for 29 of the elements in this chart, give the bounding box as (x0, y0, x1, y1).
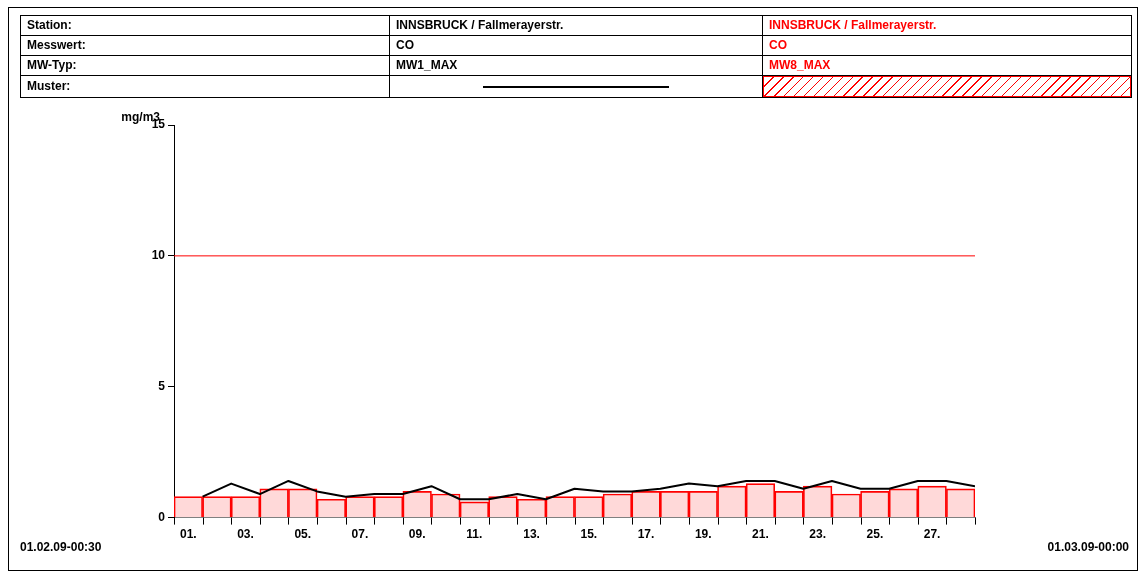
x-tick-label: 27. (923, 527, 941, 542)
x-tick-label: 13. (523, 527, 540, 542)
y-tick-label: 5 (158, 379, 166, 394)
text: Station: (20, 15, 390, 36)
x-tick-label: 17. (637, 527, 655, 542)
x-tick-label: 03. (237, 527, 254, 542)
x-tick-label: 25. (866, 527, 884, 542)
x-tick-label: 23. (809, 527, 826, 542)
x-tick-label: 05. (294, 527, 312, 542)
text: CO (762, 35, 1132, 56)
text: MW8_MAX (762, 55, 1132, 76)
text: MW1_MAX (389, 55, 763, 76)
y-tick-label: 10 (151, 248, 166, 263)
x-tick-label: 21. (752, 527, 769, 542)
text: 01.02.09-00:30 (20, 540, 102, 554)
text: CO (389, 35, 763, 56)
text: Messwert: (20, 35, 390, 56)
text: 01.03.09-00:00 (1047, 540, 1129, 554)
text: INNSBRUCK / Fallmerayerstr. (389, 15, 763, 36)
text: Muster: (20, 75, 390, 98)
x-tick-label: 11. (466, 527, 483, 542)
x-tick-label: 19. (694, 527, 712, 542)
x-tick-label: 09. (408, 527, 426, 542)
text: MW-Typ: (20, 55, 390, 76)
x-tick-label: 07. (351, 527, 369, 542)
text: INNSBRUCK / Fallmerayerstr. (762, 15, 1132, 36)
y-tick-label: 0 (158, 509, 166, 524)
x-tick-label: 01. (179, 527, 197, 542)
x-tick-label: 15. (580, 527, 598, 542)
